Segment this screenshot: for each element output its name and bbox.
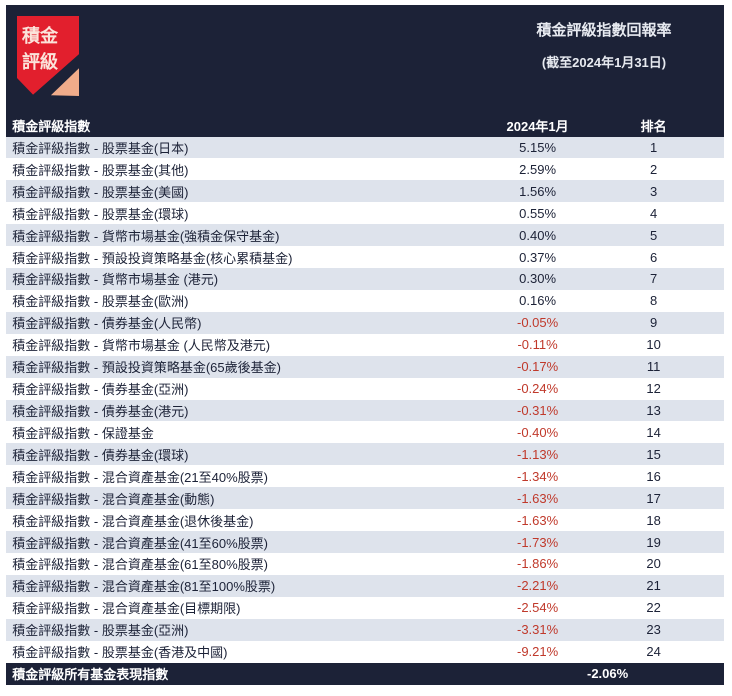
svg-text:積金: 積金: [21, 25, 59, 46]
svg-text:評級: 評級: [22, 51, 58, 72]
